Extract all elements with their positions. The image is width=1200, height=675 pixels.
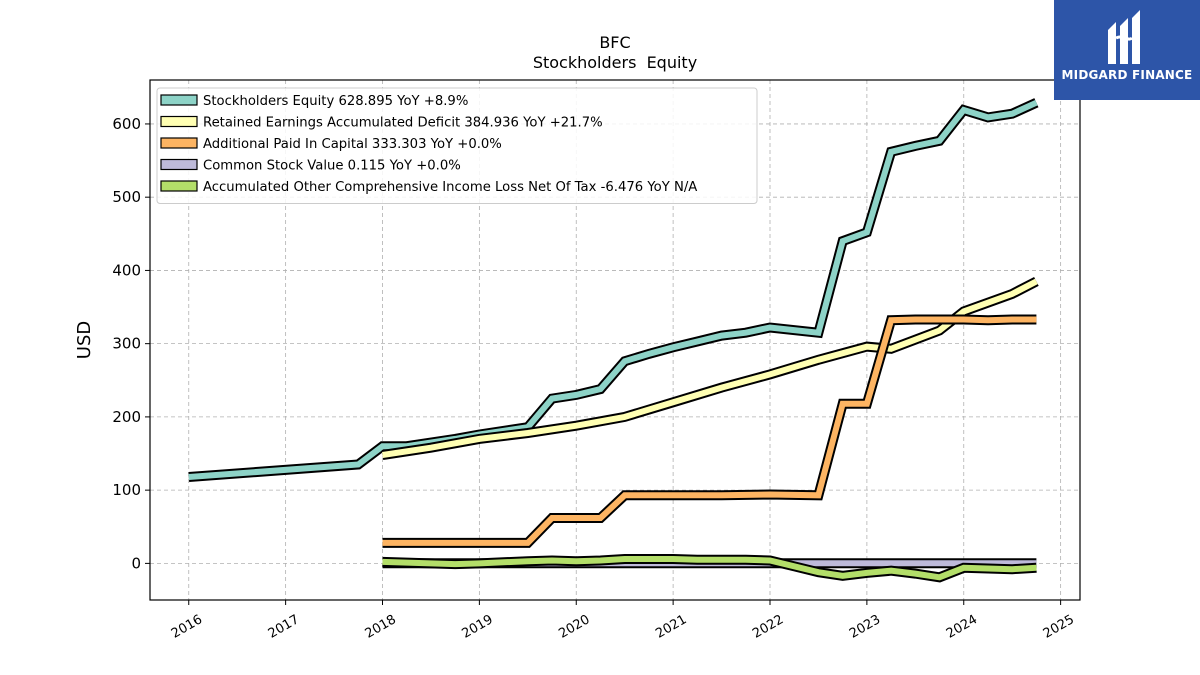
x-tick-label: 2020 [556,612,592,642]
x-tick-label: 2019 [460,612,496,642]
legend-swatch [160,94,198,106]
x-tick-label: 2021 [653,612,689,642]
series-line-fill [382,278,1038,458]
y-tick-label: 100 [112,481,141,499]
legend-box [156,87,758,204]
x-tick-label: 2023 [847,612,883,642]
series-line-fill [382,556,1037,581]
x-tick-label: 2022 [750,612,786,642]
legend-label: Stockholders Equity 628.895 YoY +8.9% [203,94,468,109]
x-tick-label: 2016 [169,612,205,642]
legend-label: Retained Earnings Accumulated Deficit 38… [203,116,603,131]
y-tick-label: 200 [112,408,141,426]
series-line-fill [382,316,1037,546]
x-tick-label: 2017 [266,612,302,642]
logo-text: MIDGARD FINANCE [1061,68,1193,82]
legend-swatch [160,115,198,128]
legend: Stockholders Equity 628.895 YoY +8.9% Ret… [156,87,758,204]
plot-frame [149,79,1081,601]
chart-subtitle: Stockholders Equity [533,53,697,72]
legend-label: Additional Paid In Capital 333.303 YoY +… [203,137,502,152]
legend-label: Common Stock Value 0.115 YoY +0.0% [203,159,461,174]
y-tick-label: 400 [112,261,141,279]
y-tick-label: 0 [131,554,141,572]
logo-mark-icon [1108,10,1140,64]
legend-swatch [160,137,198,149]
legend-swatch [160,158,198,171]
series-line [382,554,1037,583]
legend-swatch [160,180,198,192]
x-tick-label: 2018 [363,612,399,642]
x-tick-label: 2024 [944,612,980,642]
chart-title: BFC [599,33,630,52]
x-tick-label: 2025 [1041,612,1077,642]
series-layer [188,98,1039,583]
y-tick-label: 600 [112,115,141,133]
y-axis-label: USD [74,321,95,359]
series-line [382,314,1037,548]
y-tick-label: 300 [112,335,141,353]
brand-logo: MIDGARD FINANCE [1054,0,1200,100]
y-tick-label: 500 [112,188,141,206]
legend-label: Accumulated Other Comprehensive Income L… [203,180,697,195]
series-line-outline [381,276,1039,460]
series-line [381,276,1039,460]
